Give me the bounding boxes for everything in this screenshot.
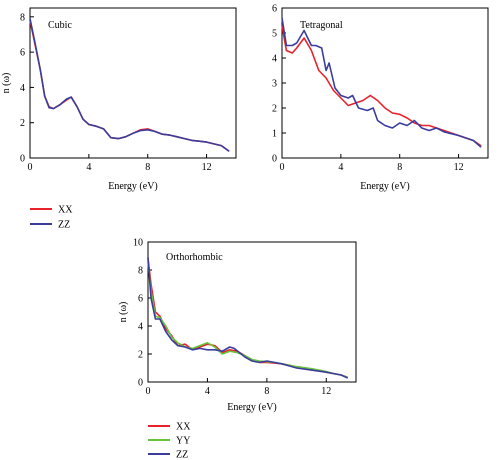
series-line-zz [281, 17, 482, 148]
panel-title: Orthorhombic [166, 252, 223, 263]
y-axis-title: n (ω) [118, 302, 129, 323]
y-tick-label: 2 [20, 118, 25, 129]
x-tick-label: 0 [146, 386, 151, 397]
panel-title: Tetragonal [300, 20, 343, 31]
legend-label-zz: ZZ [176, 450, 188, 460]
y-tick-label: 4 [272, 54, 277, 65]
legend-label-yy: YY [176, 436, 190, 447]
series-line-xx [281, 24, 482, 147]
chart-panel-orthorhombic: 0 4 8 12 0 2 4 6 8 10 Orthorhombic Energy (eV) n (ω)… [118, 238, 357, 460]
y-tick-label: 3 [272, 79, 277, 90]
y-tick-label: 6 [20, 48, 25, 59]
series-line-xx [29, 19, 230, 152]
y-tick-label: 5 [272, 29, 277, 40]
x-tick-label: 12 [454, 162, 464, 173]
y-tick-label: 1 [272, 129, 277, 140]
x-axis-title: Energy (eV) [360, 181, 410, 192]
x-tick-label: 4 [338, 162, 343, 173]
x-tick-label: 0 [280, 162, 285, 173]
y-tick-label: 2 [138, 350, 143, 361]
x-tick-label: 8 [397, 162, 402, 173]
y-tick-label: 6 [138, 294, 143, 305]
legend-label-xx: XX [176, 422, 191, 433]
x-tick-label: 12 [202, 162, 212, 173]
legend-label-xx: XX [58, 205, 73, 216]
x-tick-label: 8 [145, 162, 150, 173]
y-tick-label: 4 [20, 83, 25, 94]
x-tick-label: 4 [205, 386, 210, 397]
legend-label-zz: ZZ [58, 220, 70, 231]
y-tick-label: 2 [272, 104, 277, 115]
x-tick-label: 4 [86, 162, 91, 173]
x-tick-label: 8 [264, 386, 269, 397]
y-tick-label: 8 [20, 12, 25, 23]
y-tick-label: 0 [138, 378, 143, 389]
plot-frame [147, 241, 357, 383]
plot-frame [29, 7, 237, 159]
x-tick-label: 0 [28, 162, 33, 173]
legend: XX YY ZZ [148, 422, 191, 460]
panel-title: Cubic [48, 20, 72, 31]
y-tick-label: 0 [20, 154, 25, 165]
series-line-yy [147, 260, 348, 378]
x-tick-label: 12 [321, 386, 331, 397]
y-tick-label: 4 [138, 322, 143, 333]
x-axis-title: Energy (eV) [108, 181, 158, 192]
y-tick-label: 6 [272, 4, 277, 15]
y-tick-label: 0 [272, 154, 277, 165]
y-tick-label: 10 [133, 238, 143, 249]
y-axis-title: n (ω) [1, 73, 12, 94]
series-line-zz [29, 17, 230, 152]
x-axis-title: Energy (eV) [227, 402, 277, 413]
y-tick-label: 8 [138, 266, 143, 277]
legend: XX ZZ [30, 205, 73, 231]
series-line-zz [147, 256, 348, 379]
chart-panel-cubic: 0 4 8 12 0 2 4 6 8 Cubic Energy (eV) n (ω) XX ZZ [1, 7, 237, 231]
